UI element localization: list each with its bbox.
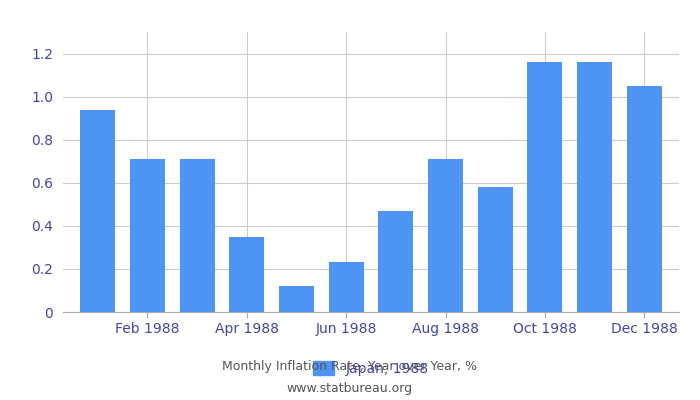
Bar bbox=[428, 159, 463, 312]
Bar bbox=[626, 86, 662, 312]
Bar bbox=[329, 262, 363, 312]
Bar bbox=[528, 62, 562, 312]
Bar bbox=[478, 187, 512, 312]
Bar bbox=[578, 62, 612, 312]
Text: www.statbureau.org: www.statbureau.org bbox=[287, 382, 413, 395]
Bar bbox=[80, 110, 116, 312]
Bar bbox=[279, 286, 314, 312]
Bar bbox=[180, 159, 214, 312]
Bar bbox=[230, 237, 264, 312]
Bar bbox=[130, 159, 164, 312]
Text: Monthly Inflation Rate, Year over Year, %: Monthly Inflation Rate, Year over Year, … bbox=[223, 360, 477, 373]
Legend: Japan, 1988: Japan, 1988 bbox=[308, 355, 434, 381]
Bar bbox=[379, 211, 413, 312]
